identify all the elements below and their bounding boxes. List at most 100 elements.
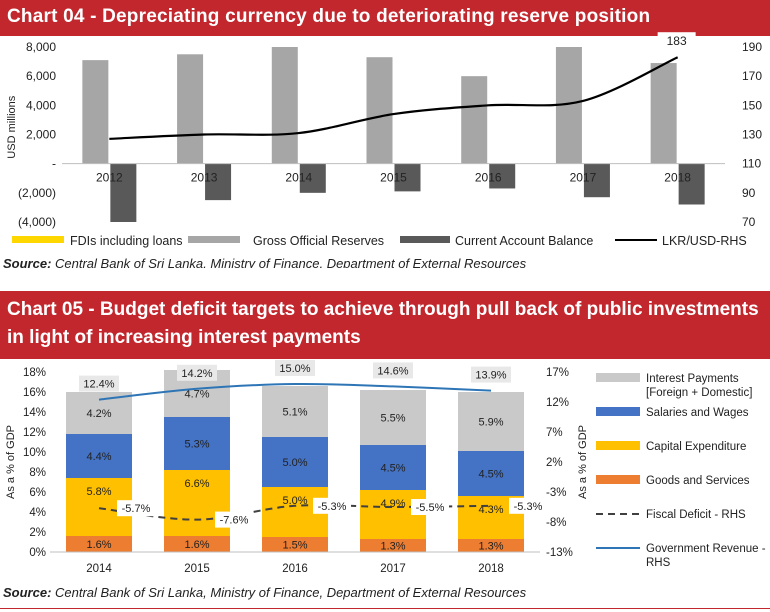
- chart2-revenue-label: 14.6%: [377, 365, 408, 377]
- chart2-bar-segment: [262, 537, 328, 552]
- chart2-bar-label: 4.5%: [478, 469, 503, 481]
- chart2-source: Source: Central Bank of Sri Lanka, Minis…: [3, 585, 526, 600]
- chart1-y2-tick-label: 170: [742, 69, 762, 83]
- chart2-bar-label: 1.6%: [86, 539, 111, 551]
- chart2-bar-label: 5.0%: [282, 457, 307, 469]
- chart1-data-label: 183: [667, 34, 687, 48]
- chart2-revenue-label-bg: [79, 375, 119, 392]
- chart2-bar-label: 5.9%: [478, 417, 503, 429]
- chart2-y2-tick-label: 2%: [546, 457, 563, 469]
- chart2-legend-label: Goods and Services: [646, 475, 750, 487]
- chart2-y-tick-label: 2%: [29, 527, 46, 539]
- chart1-y2-tick-label: 70: [742, 215, 756, 229]
- chart1-bar-current-account: [110, 163, 137, 222]
- chart1-source-text: Central Bank of Sri Lanka, Ministry of F…: [51, 256, 527, 268]
- chart2-deficit-label: -5.3%: [514, 501, 543, 513]
- chart2-x-tick-label: 2017: [380, 563, 406, 575]
- chart2-bar-segment: [262, 437, 328, 487]
- chart2-y-tick-label: 0%: [29, 547, 46, 559]
- chart2-bar-segment: [66, 536, 132, 552]
- chart1-legend-label: FDIs including loans: [70, 234, 183, 248]
- chart1-bar-current-account: [205, 163, 232, 201]
- chart1-y2-tick-label: 110: [742, 157, 761, 171]
- chart1-bar-gross-reserves: [271, 47, 298, 164]
- chart2-bar-label: 5.0%: [282, 495, 307, 507]
- chart1-bar-gross-reserves: [82, 60, 109, 164]
- chart1-legend-label: LKR/USD-RHS: [662, 234, 747, 248]
- chart2-legend-swatch: [596, 441, 640, 450]
- chart1-bar-gross-reserves: [650, 63, 677, 164]
- chart2-legend-label: Fiscal Deficit - RHS: [646, 509, 746, 521]
- chart2-bar-label: 4.7%: [184, 389, 209, 401]
- chart2-bar-label: 6.6%: [184, 478, 209, 490]
- chart1-legend-swatch: [12, 236, 64, 243]
- chart2-legend-label: Government Revenue -: [646, 543, 766, 555]
- chart1-y2-tick-label: 190: [742, 40, 762, 54]
- chart2-revenue-label: 15.0%: [279, 363, 310, 375]
- chart1-bar-current-account: [489, 163, 516, 189]
- chart2-bar-segment: [360, 539, 426, 552]
- chart1-y-tick-label: (4,000): [18, 215, 56, 229]
- chart1-y2-tick-label: 150: [742, 98, 762, 112]
- chart2-deficit-label-bg: [509, 497, 547, 514]
- chart2-y2-tick-label: -13%: [546, 547, 573, 559]
- chart1-x-tick-label: 2015: [380, 171, 407, 185]
- chart2-deficit-label: -5.5%: [416, 502, 445, 514]
- chart2-y-tick-label: 16%: [23, 387, 46, 399]
- chart2-revenue-label: 12.4%: [83, 379, 114, 391]
- chart2-legend-label: Salaries and Wages: [646, 407, 749, 419]
- chart2-revenue-label: 13.9%: [475, 370, 506, 382]
- chart1-x-tick-label: 2012: [96, 171, 123, 185]
- chart2-bar-label: 4.2%: [86, 408, 111, 420]
- chart2-deficit-label-bg: [411, 499, 449, 515]
- chart2-y-tick-label: 4%: [29, 507, 46, 519]
- chart1-line-lkr-usd: [109, 56, 679, 140]
- chart2-bar-segment: [458, 451, 524, 496]
- chart2-y2-tick-label: -3%: [546, 487, 566, 499]
- chart2-y2-tick-label: 12%: [546, 397, 569, 409]
- chart2-bar-segment: [458, 539, 524, 552]
- chart2-x-tick-label: 2016: [282, 563, 308, 575]
- chart2-line-government-revenue: [98, 382, 492, 401]
- chart2-title-line2: in light of increasing interest payments: [7, 327, 361, 348]
- chart2-deficit-label-bg: [313, 497, 351, 514]
- chart2-bar-label: 5.3%: [184, 439, 209, 451]
- chart1-bar-current-account: [394, 163, 421, 192]
- chart2-y-tick-label: 14%: [23, 407, 46, 419]
- chart2-revenue-label-bg: [373, 362, 413, 379]
- chart2-y-tick-label: 10%: [23, 447, 46, 459]
- chart1-source: Source: Central Bank of Sri Lanka, Minis…: [3, 256, 526, 268]
- chart2-bar-label: 4.9%: [380, 498, 405, 510]
- chart2-revenue-label-bg: [471, 366, 511, 383]
- chart1-x-tick-label: 2014: [285, 171, 312, 185]
- chart1-bar-current-account: [583, 163, 610, 198]
- chart2-legend-label: Interest Payments: [646, 373, 739, 385]
- chart1-y-axis-title: USD millions: [6, 95, 18, 158]
- chart2-bar-label: 4.3%: [478, 504, 503, 516]
- chart1-legend-swatch: [188, 236, 240, 243]
- chart1-bar-current-account: [299, 163, 326, 193]
- chart1-y-tick-label: 2,000: [26, 128, 56, 142]
- chart1-y-tick-label: 8,000: [26, 40, 56, 54]
- chart2-y2-tick-label: -8%: [546, 517, 566, 529]
- chart2-deficit-label-bg: [117, 500, 155, 517]
- chart2-bar-segment: [262, 386, 328, 437]
- chart2-legend-label: RHS: [646, 557, 671, 569]
- chart2-bar-segment: [360, 390, 426, 445]
- chart1-y2-tick-label: 130: [742, 128, 762, 142]
- chart2-y-tick-label: 12%: [23, 427, 46, 439]
- chart2-bar-label: 5.5%: [380, 413, 405, 425]
- chart2-bar-label: 1.6%: [184, 539, 209, 551]
- chart1-y-tick-label: (2,000): [18, 186, 56, 200]
- chart2-bar-label: 1.5%: [282, 540, 307, 552]
- chart1-legend-label: Gross Official Reserves: [253, 234, 384, 248]
- chart1-y2-tick-label: 90: [742, 186, 756, 200]
- chart2-source-text: Central Bank of Sri Lanka, Ministry of F…: [51, 585, 527, 600]
- chart2-x-tick-label: 2018: [478, 563, 504, 575]
- chart2-y-tick-label: 8%: [29, 467, 46, 479]
- chart1-x-tick-label: 2016: [475, 171, 502, 185]
- chart1-bar-gross-reserves: [461, 76, 488, 164]
- chart2-legend-label: [Foreign + Domestic]: [646, 387, 752, 399]
- chart2-bar-label: 4.5%: [380, 463, 405, 475]
